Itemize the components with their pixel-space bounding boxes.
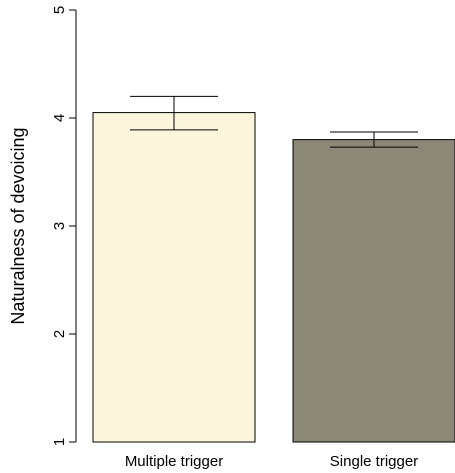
y-axis: 1 2 3 4 5 xyxy=(51,6,77,446)
category-labels-group: Multiple trigger Single trigger xyxy=(125,453,418,470)
y-tick-label: 2 xyxy=(51,330,68,338)
bar xyxy=(92,112,256,443)
y-tick-label: 3 xyxy=(51,222,68,230)
bar xyxy=(292,139,455,443)
category-label: Multiple trigger xyxy=(125,453,223,470)
y-tick-label: 1 xyxy=(51,438,68,446)
y-tick-label: 4 xyxy=(51,114,68,122)
bars-group xyxy=(92,112,455,443)
y-tick-label: 5 xyxy=(51,6,68,14)
category-label: Single trigger xyxy=(330,453,418,470)
y-axis-title: Naturalness of devoicing xyxy=(8,127,28,324)
error-bars-group xyxy=(130,95,418,148)
